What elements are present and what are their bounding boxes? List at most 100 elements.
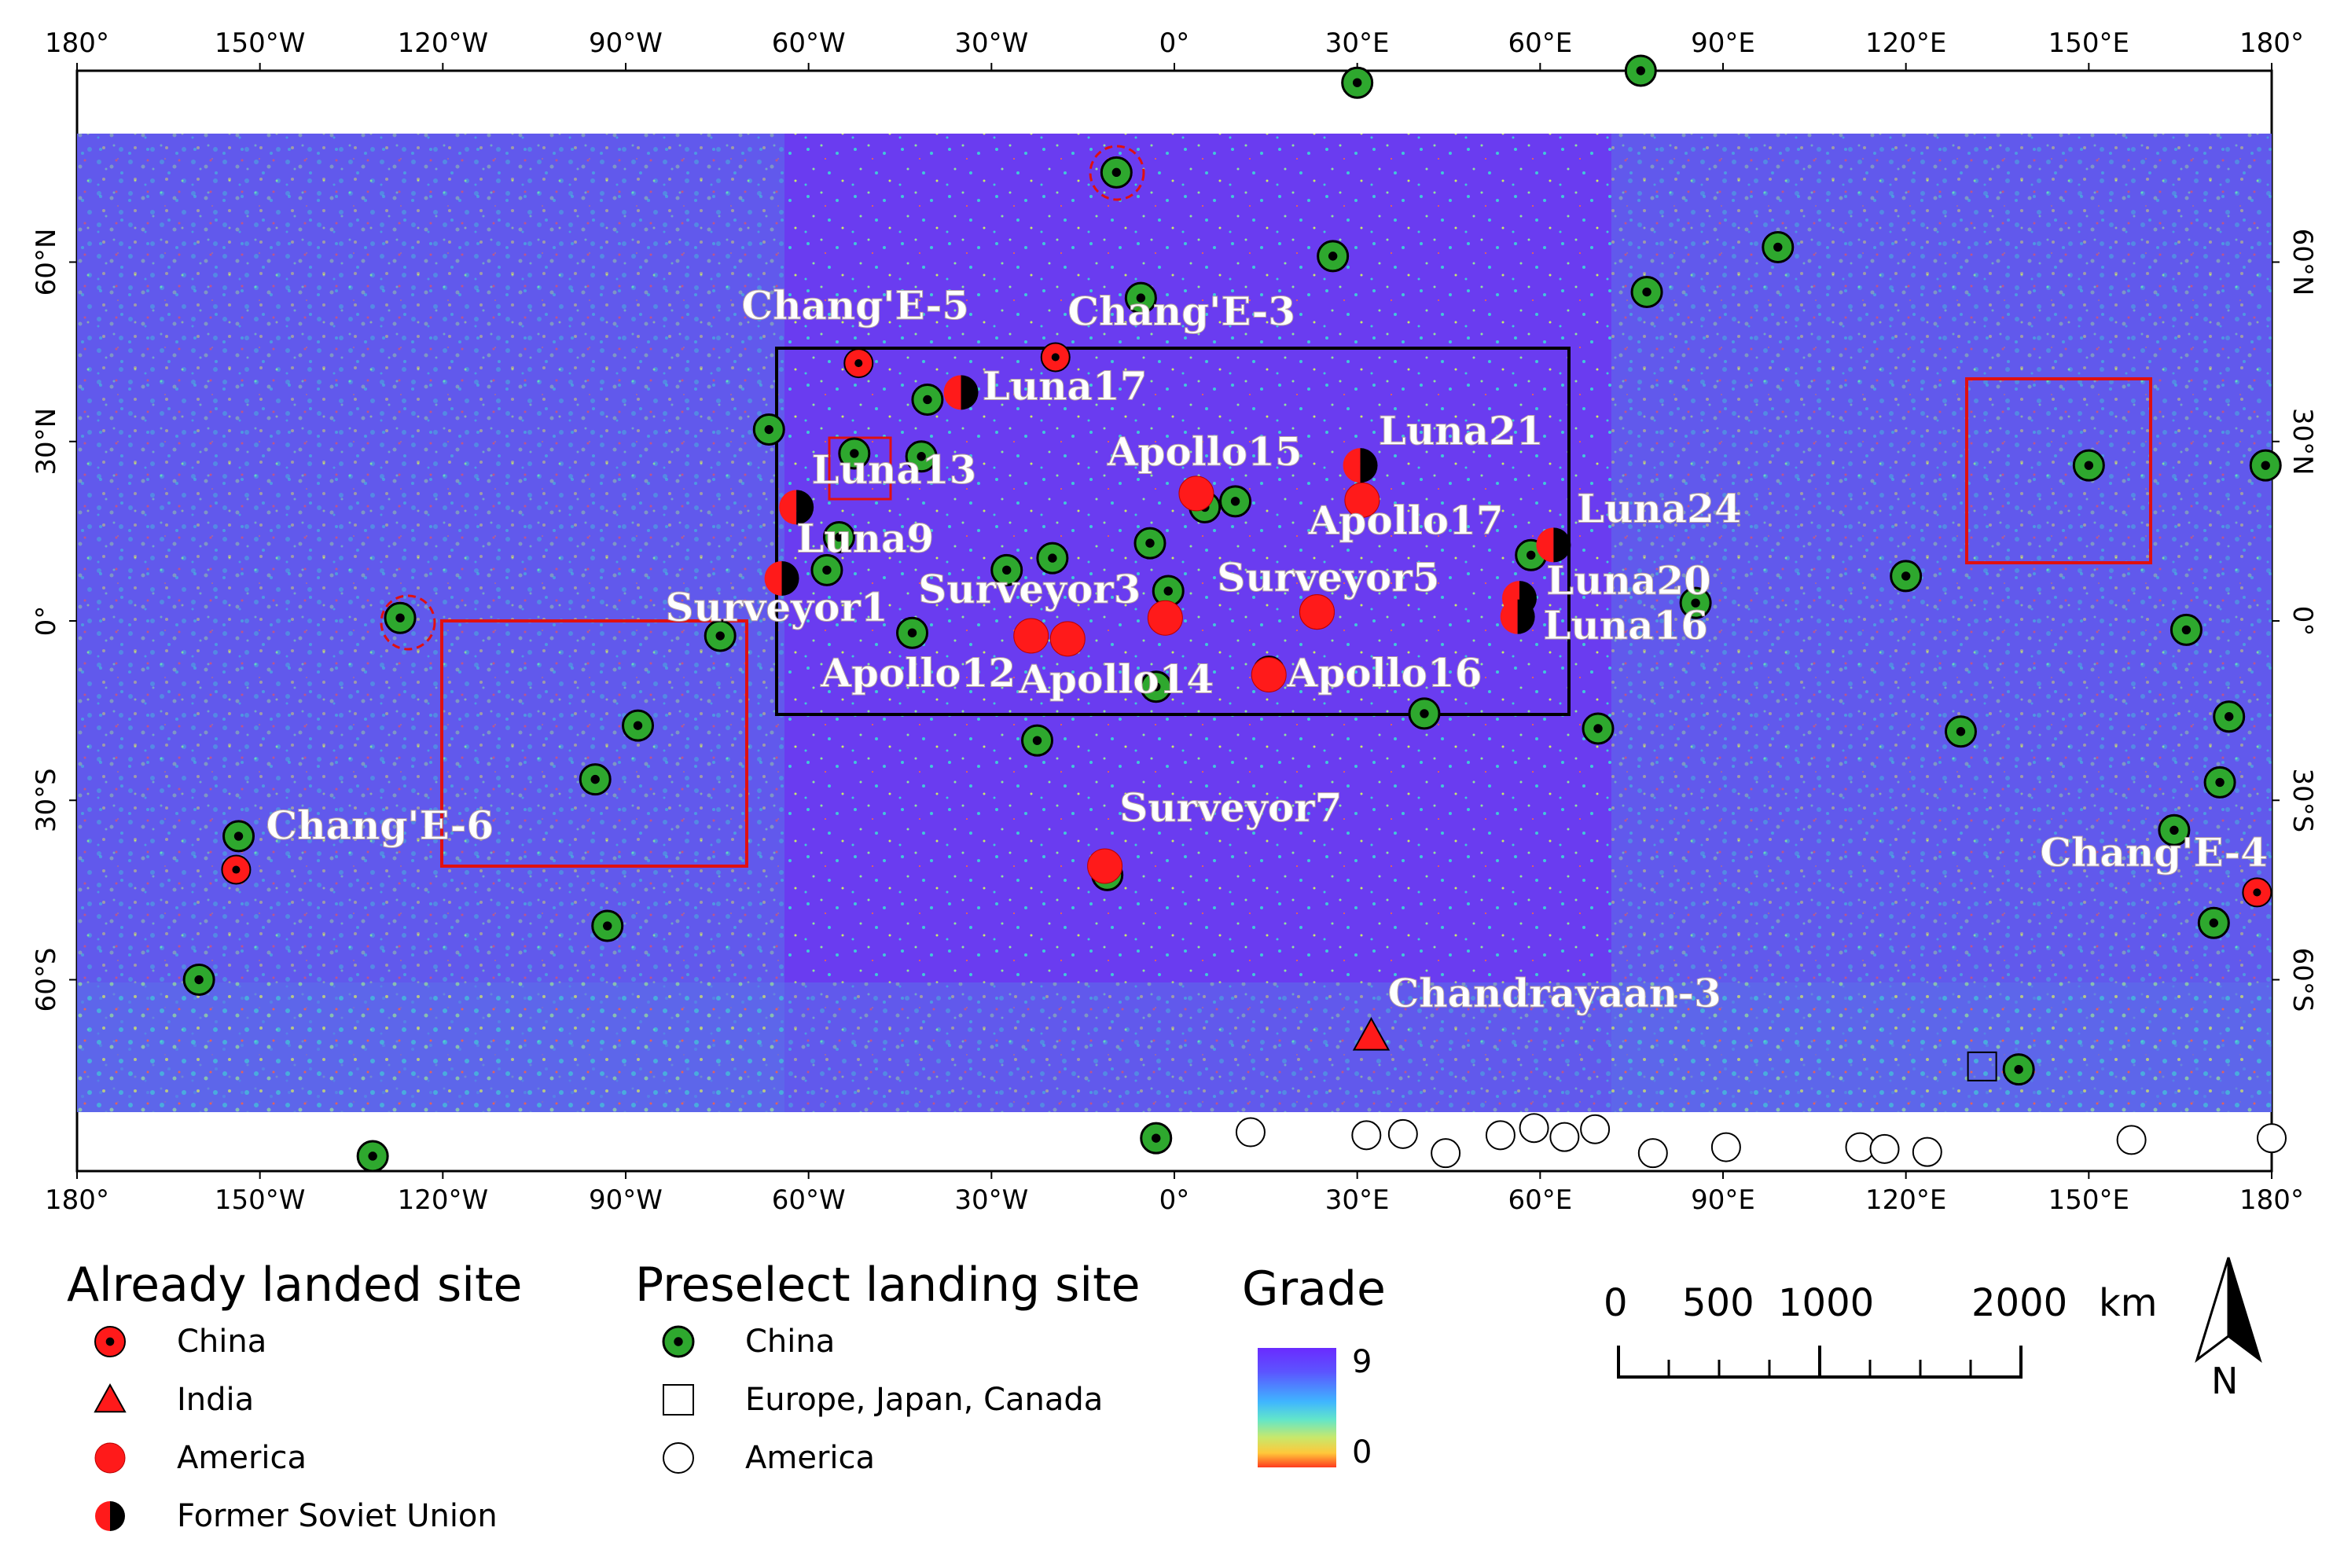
left-tick-label: 60°N: [31, 229, 62, 296]
landed-china-marker: [843, 348, 874, 379]
highlight-box-luna13: [828, 436, 892, 501]
top-tick-label: 90°W: [589, 28, 663, 59]
india-icon: [67, 1371, 177, 1429]
landed-markers: [221, 342, 2272, 1051]
site-label: Chandrayaan-3: [1387, 970, 1721, 1016]
top-tick-label: 180°: [45, 28, 109, 59]
preselect-china-marker: [591, 909, 624, 942]
grade-max-label: 9: [1352, 1344, 1372, 1380]
landed-america-marker: [1087, 848, 1123, 884]
left-tick-label: 30°N: [31, 408, 62, 476]
preselect-china-marker: [1890, 560, 1923, 593]
legend-row: India: [67, 1371, 522, 1429]
preselect-china-marker: [990, 553, 1023, 586]
site-label: Apollo16: [1286, 650, 1482, 696]
preselect-china-marker: [1124, 281, 1157, 314]
preselect-china-marker: [1630, 276, 1663, 309]
bottom-tick-label: 180°: [2239, 1184, 2304, 1216]
legend-symbol: [94, 1383, 127, 1413]
preselect-china-marker: [2169, 613, 2203, 646]
landed-america-marker: [1147, 600, 1183, 636]
legend-row: China: [67, 1313, 522, 1371]
legend-row: America: [67, 1429, 522, 1487]
top-tick-label: 180°: [2239, 28, 2304, 59]
legend-row: Former Soviet Union: [67, 1487, 522, 1545]
landed-china-marker: [221, 854, 252, 885]
bottom-tick-label: 60°E: [1508, 1184, 1572, 1216]
preselect-china-marker: [1341, 66, 1374, 99]
preselect-america-marker: [2116, 1125, 2147, 1155]
legend-symbol: [94, 1442, 126, 1474]
landed-america-marker: [1299, 594, 1335, 630]
preselect-america-marker: [1431, 1138, 1461, 1169]
preselect-china-marker: [1762, 230, 1795, 263]
legend-symbol: [94, 1326, 126, 1357]
top-tick-label: 60°W: [772, 28, 846, 59]
legend-landed: Already landed site China India America For…: [67, 1258, 522, 1545]
top-tick-label: 150°W: [215, 28, 306, 59]
bottom-tick-label: 120°E: [1865, 1184, 1946, 1216]
landed-soviet-marker: [1536, 527, 1571, 563]
preselect-china-marker: [579, 763, 612, 796]
top-tick-label: 0°: [1159, 28, 1190, 59]
grade-title: Grade: [1242, 1261, 1386, 1316]
bottom-tick-label: 90°W: [589, 1184, 663, 1216]
preselect-america-marker: [2257, 1123, 2287, 1154]
legend-symbol: [663, 1384, 694, 1416]
bottom-tick-label: 90°E: [1691, 1184, 1755, 1216]
grade-min-label: 0: [1352, 1434, 1372, 1471]
grade-legend: Grade 9 0: [1242, 1261, 1386, 1471]
right-tick-label: 0°: [2287, 606, 2318, 637]
terrain-south-polar: [77, 982, 2272, 1112]
dashed-ring-west: [380, 594, 436, 651]
bottom-tick-label: 180°: [45, 1184, 109, 1216]
scale-label-1000: 1000: [1778, 1281, 1875, 1325]
site-label: Surveyor1: [665, 584, 887, 630]
pre-america-icon: [635, 1429, 745, 1487]
right-tick-label: 60°N: [2287, 229, 2318, 296]
left-tick-label: 30°S: [31, 768, 62, 832]
site-label: Luna21: [1379, 408, 1544, 454]
pre-europe-icon: [635, 1371, 745, 1429]
preselect-america-marker: [1912, 1137, 1942, 1167]
landed-china-marker: [2242, 877, 2272, 908]
landed-soviet-marker: [764, 560, 799, 596]
preselect-china-marker: [2002, 1053, 2035, 1086]
preselect-china-marker: [2203, 766, 2236, 799]
legend-symbol: [95, 1501, 125, 1531]
preselect-america-marker: [1519, 1113, 1549, 1144]
landed-america-marker: [1178, 476, 1214, 512]
landed-soviet-marker: [943, 375, 979, 410]
north-label: N: [2211, 1360, 2239, 1402]
site-label: Luna13: [812, 446, 977, 493]
north-arrow-icon: [2195, 1257, 2262, 1363]
preselect-china-marker: [1152, 575, 1185, 608]
map-layer: [75, 69, 2273, 1173]
preselect-china-marker: [1408, 697, 1441, 730]
bottom-tick-label: 30°W: [954, 1184, 1028, 1216]
site-label: Chang'E-3: [1067, 288, 1295, 334]
preselect-china-marker: [2213, 700, 2246, 733]
scale-bar-ruler: [1617, 1346, 2023, 1379]
landed-america-marker: [1344, 482, 1380, 518]
preselect-china-marker: [1624, 54, 1657, 87]
site-label: Chang'E-5: [741, 282, 969, 329]
preselect-china-marker: [622, 709, 655, 742]
north-arrow: N: [2185, 1250, 2280, 1407]
preselect-china-marker: [2072, 449, 2105, 482]
landed-soviet-marker: [779, 490, 814, 525]
site-label: Luna17: [983, 362, 1148, 409]
landed-soviet-marker: [1500, 599, 1535, 634]
top-tick-label: 30°W: [954, 28, 1028, 59]
left-tick-label: 60°S: [31, 948, 62, 1012]
preselect-china-marker: [1582, 712, 1615, 745]
preselect-america-marker: [1387, 1118, 1418, 1149]
preselect-china-marker: [1140, 1122, 1173, 1155]
preselect-america-marker: [1710, 1132, 1741, 1162]
preselect-china-marker: [182, 964, 215, 997]
site-label: Apollo17: [1308, 498, 1504, 544]
preselect-china-marker: [2249, 449, 2282, 482]
preselect-china-marker: [1219, 485, 1252, 518]
legend-label: China: [177, 1324, 267, 1360]
preselect-america-marker: [1580, 1114, 1611, 1144]
